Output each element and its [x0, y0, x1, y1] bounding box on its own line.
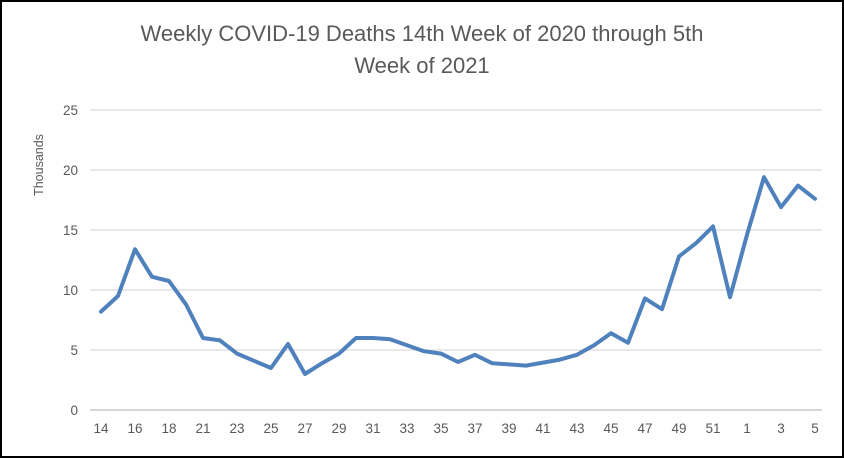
- y-tick-label: 10: [63, 283, 78, 298]
- y-tick-label: 5: [70, 343, 78, 358]
- x-tick-label: 37: [467, 421, 482, 436]
- x-tick-label: 29: [331, 421, 346, 436]
- x-tick-label: 45: [603, 421, 618, 436]
- chart-title-line2: Week of 2021: [354, 53, 490, 78]
- x-tick-label: 27: [297, 421, 312, 436]
- x-tick-label: 43: [569, 421, 584, 436]
- x-tick-label: 49: [671, 421, 686, 436]
- x-tick-label: 23: [229, 421, 244, 436]
- chart-title: Weekly COVID-19 Deaths 14th Week of 2020…: [42, 18, 802, 82]
- x-tick-label: 5: [811, 421, 819, 436]
- x-tick-label: 21: [195, 421, 210, 436]
- x-tick-label: 18: [161, 421, 176, 436]
- x-tick-label: 41: [535, 421, 550, 436]
- x-tick-label: 25: [263, 421, 278, 436]
- y-tick-label: 25: [63, 103, 78, 118]
- x-tick-label: 3: [777, 421, 785, 436]
- y-tick-label: 0: [70, 403, 78, 418]
- x-tick-label: 1: [743, 421, 751, 436]
- x-tick-label: 31: [365, 421, 380, 436]
- y-tick-label: 15: [63, 223, 78, 238]
- y-tick-label: 20: [63, 163, 78, 178]
- x-tick-label: 35: [433, 421, 448, 436]
- x-tick-label: 14: [93, 421, 109, 436]
- x-tick-label: 39: [501, 421, 516, 436]
- x-tick-label: 33: [399, 421, 414, 436]
- data-series-line: [99, 175, 817, 376]
- x-tick-label: 16: [127, 421, 142, 436]
- x-tick-label: 47: [637, 421, 652, 436]
- chart-title-line1: Weekly COVID-19 Deaths 14th Week of 2020…: [140, 21, 704, 46]
- y-axis-title: Thousands: [32, 134, 46, 196]
- x-tick-label: 51: [705, 421, 720, 436]
